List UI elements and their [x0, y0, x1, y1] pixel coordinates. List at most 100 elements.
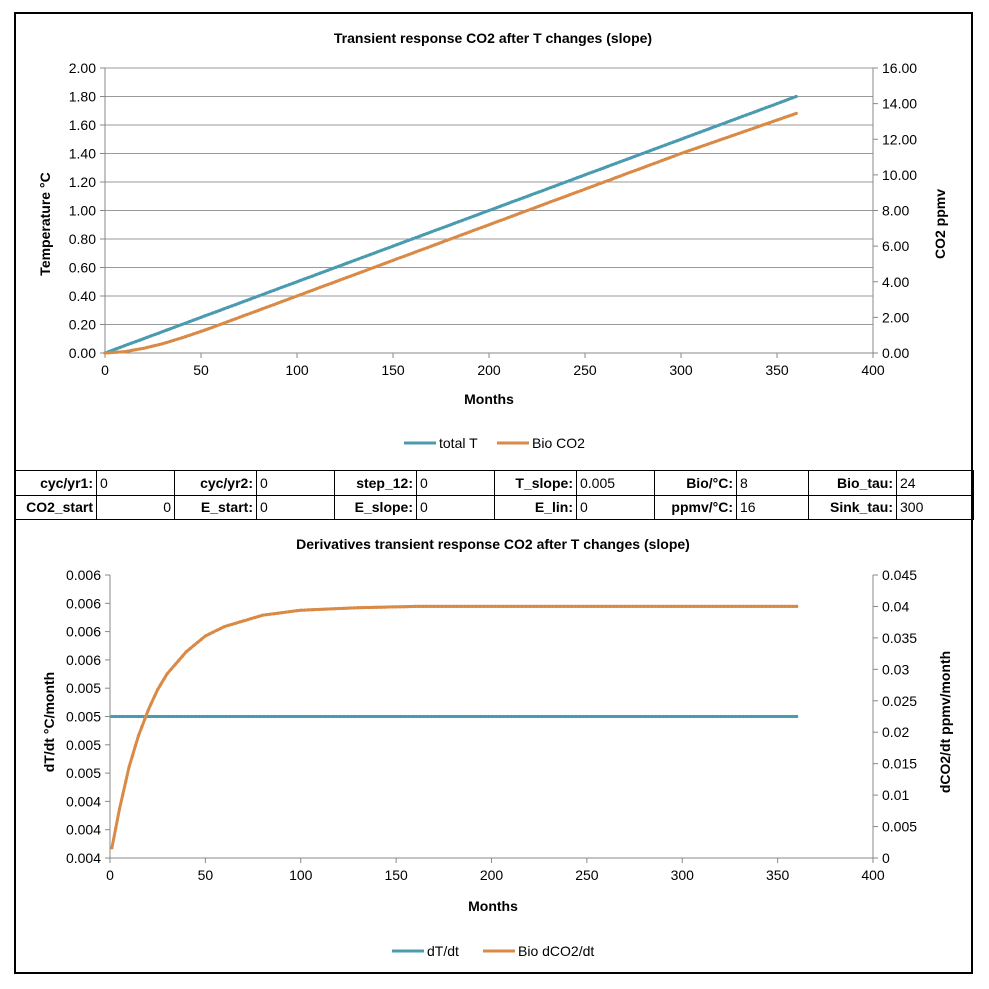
data-point — [767, 121, 771, 125]
data-point — [264, 613, 268, 617]
data-point — [627, 604, 631, 608]
data-point — [707, 604, 711, 608]
param-value[interactable]: 16 — [736, 494, 809, 520]
data-point — [224, 714, 228, 719]
param-label[interactable]: T_slope: — [494, 470, 577, 496]
data-point — [219, 626, 223, 631]
data-point — [650, 714, 654, 719]
param-label[interactable]: E_start: — [174, 494, 257, 520]
data-point — [341, 263, 345, 267]
data-point — [699, 604, 703, 608]
data-point — [165, 672, 169, 676]
param-label[interactable]: Sink_tau: — [808, 494, 897, 520]
data-point — [692, 714, 696, 719]
param-value[interactable]: 0 — [576, 494, 655, 520]
data-point — [414, 250, 418, 254]
data-point — [383, 605, 387, 609]
param-label[interactable]: cyc/yr1: — [14, 470, 97, 496]
param-label[interactable]: Bio_tau: — [808, 470, 897, 496]
data-point — [779, 604, 784, 608]
param-label[interactable]: step_12: — [334, 470, 417, 496]
series-markers-bio-dco2-dt — [110, 604, 799, 850]
data-point — [285, 714, 289, 719]
param-value[interactable]: 0.005 — [576, 470, 655, 496]
param-value[interactable]: 0 — [256, 494, 335, 520]
data-point — [763, 106, 768, 110]
data-point — [306, 608, 310, 612]
y-tick-label-right: 0.00 — [882, 345, 909, 361]
data-point — [437, 714, 441, 719]
data-point — [429, 714, 434, 719]
data-point — [303, 277, 307, 281]
data-point — [230, 318, 234, 322]
data-point — [364, 605, 368, 610]
param-value[interactable]: 24 — [896, 470, 974, 496]
x-tick-label: 400 — [861, 867, 885, 883]
data-point — [491, 207, 495, 211]
data-point — [280, 300, 284, 304]
data-point — [277, 714, 281, 719]
data-point — [138, 347, 142, 351]
grid-lines — [104, 67, 874, 354]
param-label[interactable]: E_lin: — [494, 494, 577, 520]
param-label[interactable]: E_slope: — [334, 494, 417, 520]
data-point — [537, 190, 541, 194]
param-value[interactable]: 0 — [96, 470, 175, 496]
param-value[interactable]: 300 — [896, 494, 974, 520]
data-point — [687, 134, 691, 138]
data-point — [310, 274, 314, 278]
data-point — [210, 325, 215, 329]
data-point — [566, 714, 571, 719]
data-point — [199, 315, 203, 319]
data-point — [483, 224, 487, 228]
param-value[interactable]: 0 — [416, 470, 495, 496]
data-point — [665, 604, 669, 608]
data-point — [692, 604, 696, 608]
data-point — [360, 255, 364, 260]
param-value[interactable]: 0 — [256, 470, 335, 496]
param-value[interactable]: 0 — [96, 494, 175, 520]
data-point — [178, 714, 182, 719]
data-point — [501, 604, 505, 608]
data-point — [495, 220, 499, 224]
y-tick-label-right: 0.005 — [882, 819, 917, 835]
data-point — [180, 336, 184, 340]
param-value[interactable]: 8 — [736, 470, 809, 496]
data-point — [753, 714, 757, 719]
y-tick-label-left: 1.40 — [69, 146, 96, 162]
y-tick-label-right: 0.01 — [882, 787, 909, 803]
data-point — [348, 606, 352, 610]
data-point — [464, 217, 468, 221]
data-point — [406, 605, 410, 609]
data-point — [690, 133, 695, 137]
data-point — [579, 189, 583, 193]
data-point — [471, 714, 475, 719]
data-point — [291, 281, 295, 285]
param-value[interactable]: 0 — [416, 494, 495, 520]
data-point — [422, 247, 426, 251]
data-point — [598, 167, 603, 171]
data-point — [437, 227, 441, 231]
param-label[interactable]: CO2_start — [14, 494, 97, 520]
data-point — [118, 345, 122, 349]
data-point — [161, 330, 165, 334]
data-point — [342, 714, 346, 719]
data-point — [323, 714, 327, 719]
data-point — [395, 243, 399, 247]
data-point — [679, 137, 683, 141]
param-label[interactable]: ppmv/°C: — [654, 494, 737, 520]
data-point — [315, 714, 319, 719]
data-point — [375, 605, 379, 609]
data-point — [398, 605, 402, 609]
data-point — [578, 714, 582, 719]
data-point — [660, 144, 664, 148]
data-point — [303, 608, 307, 612]
data-point — [563, 714, 567, 719]
param-label[interactable]: cyc/yr2: — [174, 470, 257, 496]
param-label[interactable]: Bio/°C: — [654, 470, 737, 496]
data-point — [470, 604, 474, 608]
y-ticks-right: 0 0.005 0.01 0.015 0.02 0.025 0.03 0.035 0.04 0.0… — [873, 567, 917, 866]
data-point — [594, 183, 599, 187]
data-point — [330, 281, 334, 285]
data-point — [717, 138, 722, 142]
